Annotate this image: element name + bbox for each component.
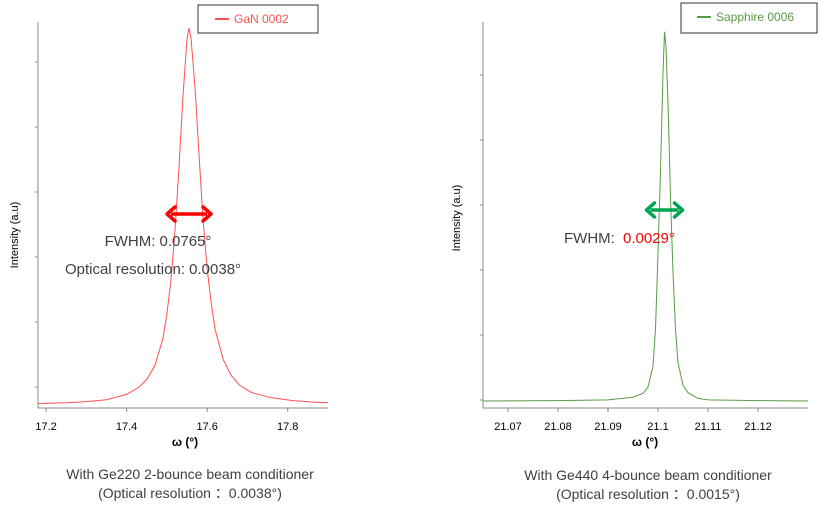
x-axis-label-right: ω (°) bbox=[632, 435, 658, 449]
x-tick-label: 21.12 bbox=[744, 421, 772, 433]
legend-label-gan: GaN 0002 bbox=[234, 12, 289, 26]
fwhm-arrow-head-right bbox=[201, 205, 213, 223]
caption-right: With Ge440 4-bounce beam conditioner (Op… bbox=[478, 466, 818, 504]
legend-box-right bbox=[680, 2, 818, 34]
fwhm-arrow-head-left bbox=[644, 201, 657, 219]
x-tick-label: 21.09 bbox=[594, 421, 622, 433]
fwhm-arrow-head-left bbox=[165, 205, 177, 223]
x-ticks-right: 21.07 21.08 21.09 21.1 21.11 21.12 bbox=[494, 408, 772, 433]
series-line-sapphire bbox=[482, 31, 809, 402]
chart-sapphire: 21.07 21.08 21.09 21.1 21.11 21.12 Intensity … bbox=[451, 2, 818, 449]
y-axis-label-right: Intensity (a.u) bbox=[451, 185, 463, 252]
fwhm-annotation-sapphire: FWHM: 0.0029° bbox=[564, 230, 675, 247]
x-tick-label: 21.11 bbox=[695, 421, 722, 433]
fwhm-value-sapphire: 0.0029° bbox=[623, 230, 675, 247]
fwhm-annotation-gan: FWHM: 0.0765° bbox=[105, 233, 212, 250]
fwhm-arrow-sapphire bbox=[644, 201, 685, 219]
x-tick-label: 17.8 bbox=[277, 421, 298, 433]
y-ticks-right bbox=[480, 74, 483, 401]
caption-right-line2: (Optical resolution ：0.0015°) bbox=[556, 486, 740, 502]
resolution-annotation-gan: Optical resolution: 0.0038° bbox=[65, 261, 241, 278]
fwhm-arrow-head-right bbox=[672, 201, 685, 219]
x-ticks-left: 17.2 17.4 17.6 17.8 bbox=[35, 408, 298, 433]
legend-label-sapphire: Sapphire 0006 bbox=[716, 10, 794, 24]
x-tick-label: 17.6 bbox=[196, 421, 217, 433]
series-line-gan bbox=[37, 27, 329, 404]
fwhm-arrow-gan bbox=[165, 205, 213, 223]
y-ticks-left bbox=[35, 61, 38, 388]
x-tick-label: 17.4 bbox=[116, 421, 137, 433]
x-tick-label: 21.08 bbox=[544, 421, 572, 433]
x-tick-label: 17.2 bbox=[35, 421, 56, 433]
chart-gan: 17.2 17.4 17.6 17.8 Intensity (a.u) ω (°) G… bbox=[9, 4, 329, 449]
x-tick-label: 21.1 bbox=[647, 421, 668, 433]
caption-left-line1: With Ge220 2-bounce beam conditioner bbox=[66, 466, 314, 482]
caption-left-line2: (Optical resolution ：0.0038°) bbox=[98, 485, 282, 501]
fwhm-label-sapphire: FWHM: bbox=[564, 230, 619, 247]
x-axis-label-left: ω (°) bbox=[172, 435, 198, 449]
x-tick-label: 21.07 bbox=[494, 421, 522, 433]
y-axis-label-left: Intensity (a.u) bbox=[9, 202, 21, 269]
caption-right-line1: With Ge440 4-bounce beam conditioner bbox=[524, 467, 772, 483]
caption-left: With Ge220 2-bounce beam conditioner (Op… bbox=[20, 465, 360, 503]
